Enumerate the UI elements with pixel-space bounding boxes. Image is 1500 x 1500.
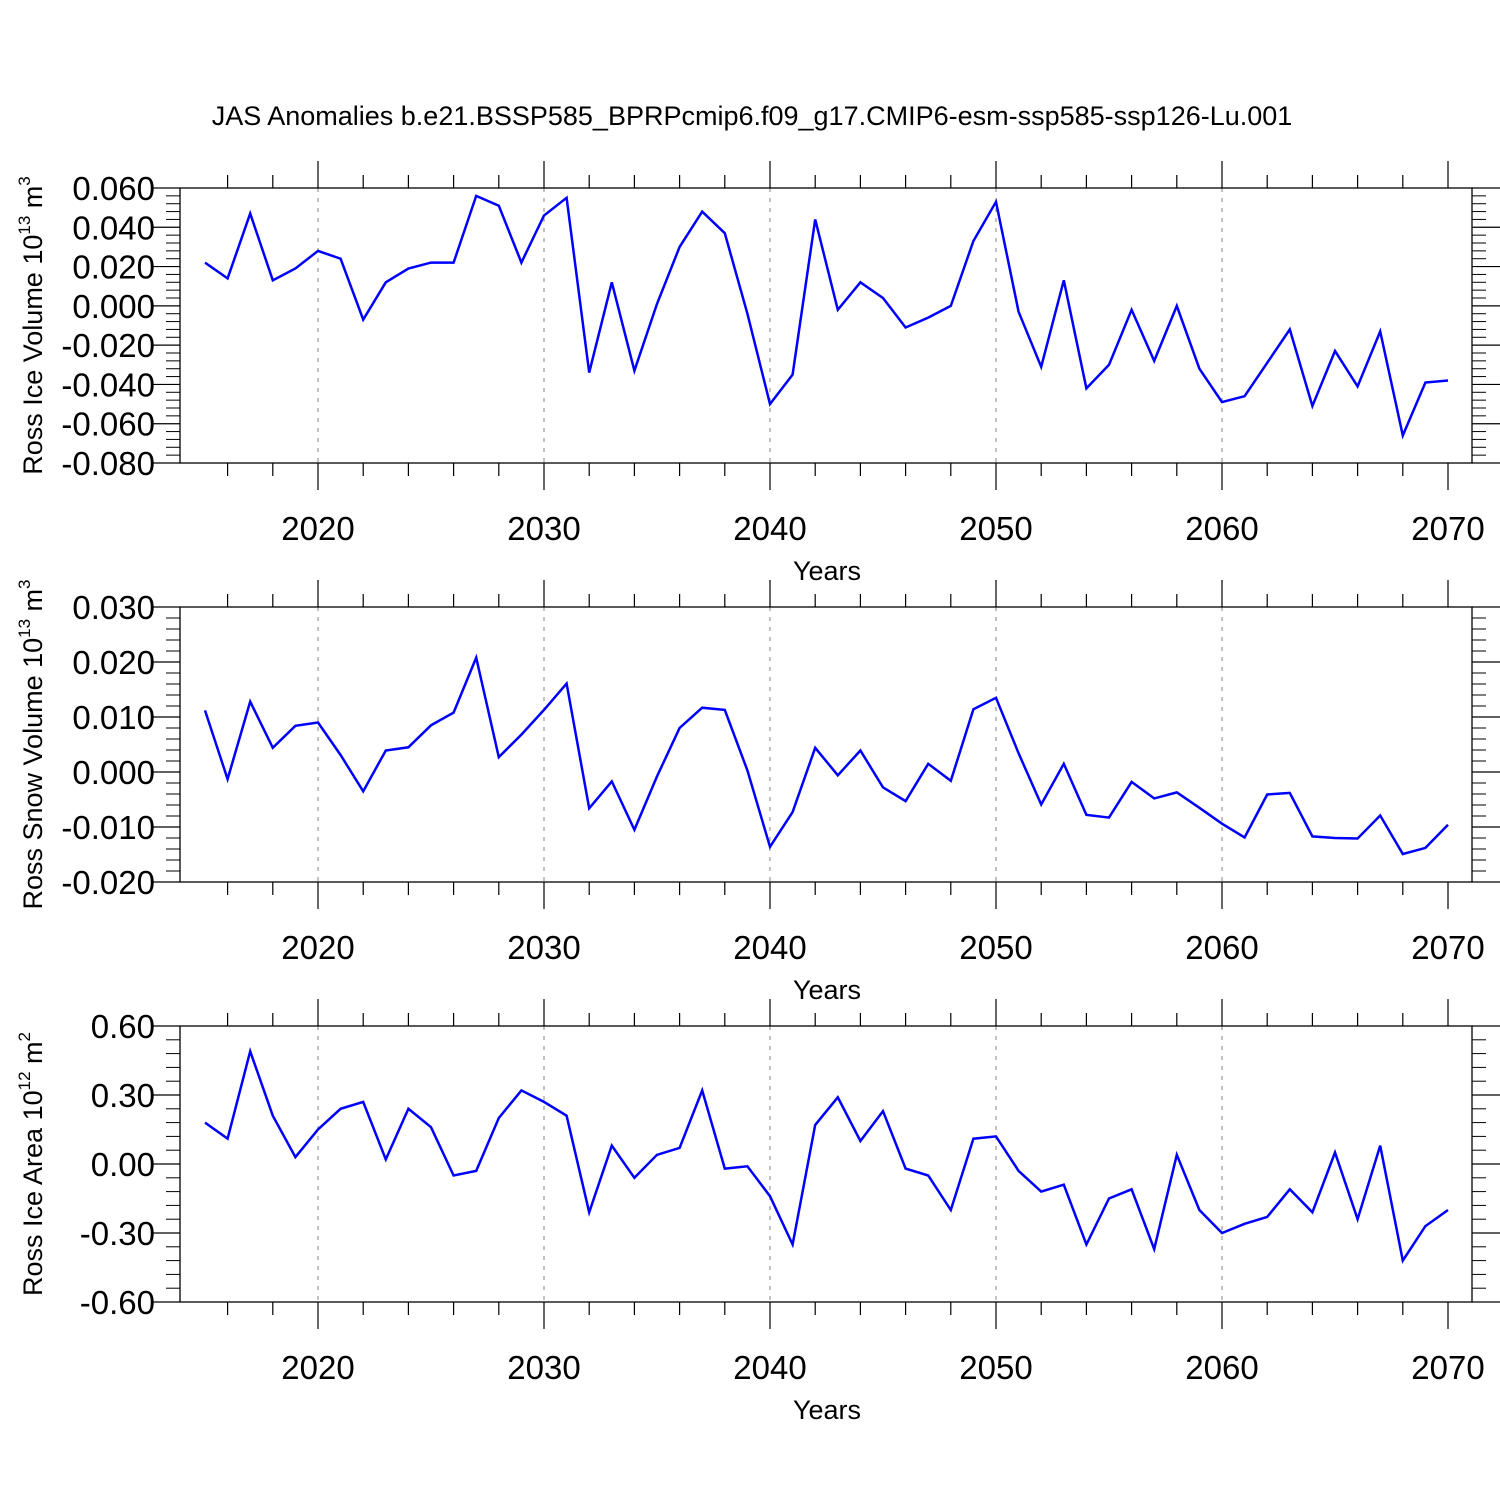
x-tick-label: 2040	[733, 1349, 806, 1386]
y-tick-label: 0.010	[72, 699, 155, 736]
x-tick-label: 2050	[959, 929, 1032, 966]
y-tick-label: -0.30	[80, 1215, 155, 1252]
y-tick-label: -0.060	[61, 406, 155, 443]
y-tick-label: 0.020	[72, 249, 155, 286]
x-tick-label: 2070	[1411, 929, 1484, 966]
y-axis-label: Ross Snow Volume 1013 m3	[15, 579, 48, 909]
x-tick-label: 2060	[1185, 1349, 1258, 1386]
y-tick-label: 0.00	[91, 1146, 155, 1183]
y-tick-label: 0.30	[91, 1077, 155, 1114]
chart-panel-1: 0.0600.0400.0200.000-0.020-0.040-0.060-0…	[15, 161, 1500, 586]
y-tick-label: -0.60	[80, 1284, 155, 1321]
y-tick-label: -0.040	[61, 366, 155, 403]
x-tick-label: 2020	[281, 510, 354, 547]
x-tick-label: 2060	[1185, 510, 1258, 547]
chart-title: JAS Anomalies b.e21.BSSP585_BPRPcmip6.f0…	[212, 101, 1293, 131]
plot-frame	[179, 606, 1473, 883]
x-tick-label: 2060	[1185, 929, 1258, 966]
x-tick-label: 2050	[959, 510, 1032, 547]
x-tick-label: 2070	[1411, 510, 1484, 547]
x-axis-label: Years	[793, 975, 861, 1005]
x-tick-label: 2050	[959, 1349, 1032, 1386]
series-line	[204, 194, 1449, 440]
x-tick-label: 2030	[507, 510, 580, 547]
x-axis-label: Years	[793, 1395, 861, 1425]
chart-panels: 0.0600.0400.0200.000-0.020-0.040-0.060-0…	[15, 161, 1500, 1425]
y-tick-label: 0.060	[72, 170, 155, 207]
series-line	[204, 1047, 1449, 1264]
chart-panel-3: 0.60 0.30 0.00 -0.30 -0.60 2020 2030 2040 2050 20…	[15, 999, 1500, 1425]
plot-frame	[179, 1025, 1473, 1303]
x-axis-label: Years	[793, 556, 861, 586]
y-axis-label: Ross Ice Area 1012 m2	[15, 1032, 48, 1296]
y-tick-label: -0.020	[61, 864, 155, 901]
x-tick-label: 2040	[733, 510, 806, 547]
y-tick-label: 0.020	[72, 644, 155, 681]
y-axis-label: Ross Ice Volume 1013 m3	[15, 176, 48, 475]
x-tick-label: 2020	[281, 1349, 354, 1386]
x-tick-label: 2030	[507, 929, 580, 966]
y-tick-label: 0.040	[72, 209, 155, 246]
chart-panel-2: 0.030 0.020 0.010 0.000 -0.010 -0.020 2020 2030…	[15, 579, 1500, 1005]
y-tick-label: 0.000	[72, 288, 155, 325]
plot-frame	[179, 187, 1473, 464]
y-tick-label: 0.000	[72, 754, 155, 791]
x-tick-label: 2020	[281, 929, 354, 966]
x-tick-label: 2040	[733, 929, 806, 966]
x-tick-label: 2070	[1411, 1349, 1484, 1386]
y-tick-label: 0.030	[72, 589, 155, 626]
x-tick-label: 2030	[507, 1349, 580, 1386]
series-line	[203, 653, 1449, 856]
y-tick-label: 0.60	[91, 1008, 155, 1045]
y-tick-label: -0.020	[61, 327, 155, 364]
y-tick-label: -0.080	[61, 445, 155, 482]
y-tick-label: -0.010	[61, 809, 155, 846]
